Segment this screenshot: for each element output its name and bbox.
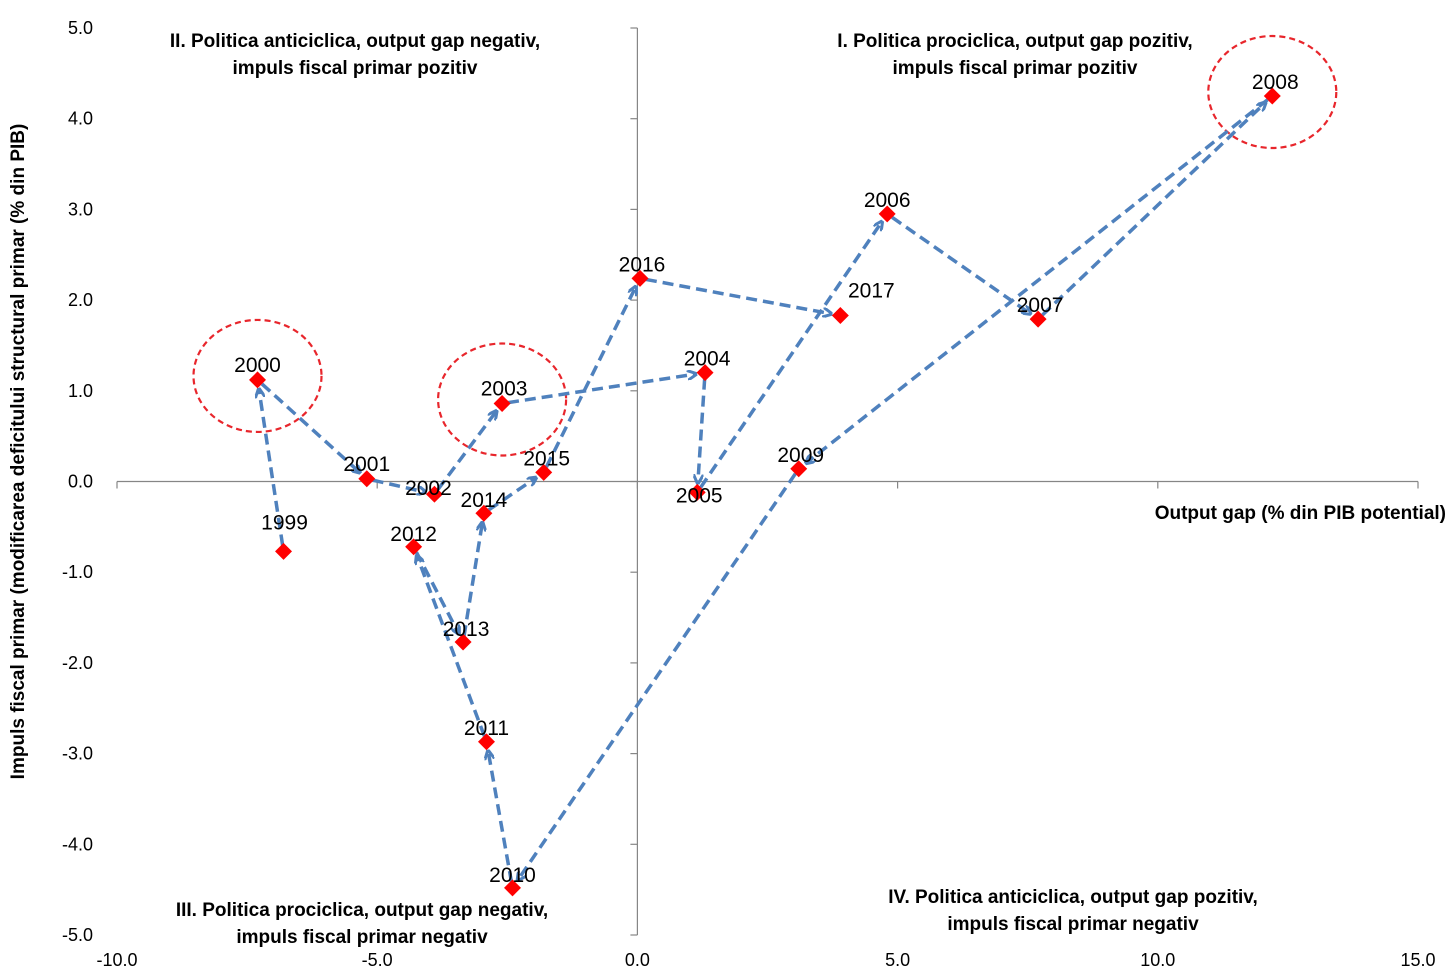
marker-2011 bbox=[477, 733, 495, 751]
point-label-2000: 2000 bbox=[234, 354, 281, 377]
highlight-circle-2003 bbox=[436, 342, 568, 457]
arrow-2006-2007 bbox=[891, 215, 1030, 313]
point-label-2003: 2003 bbox=[481, 377, 528, 400]
marker-1999 bbox=[275, 542, 293, 560]
point-label-2010: 2010 bbox=[489, 864, 536, 887]
y-tick-label: 0.0 bbox=[68, 472, 93, 492]
quadrant-iii-label: III. Politica prociclica, output gap neg… bbox=[176, 900, 548, 921]
marker-2001 bbox=[358, 470, 376, 488]
point-label-2004: 2004 bbox=[684, 348, 731, 371]
point-label-1999: 1999 bbox=[261, 511, 308, 534]
point-labels: 1999 2000 2001 2002 2003 2004 2005 2006 2007 2008… bbox=[234, 71, 1298, 887]
point-label-2009: 2009 bbox=[777, 444, 824, 467]
point-label-2017: 2017 bbox=[848, 280, 895, 303]
y-tick-label: -5.0 bbox=[62, 925, 93, 945]
point-label-2014: 2014 bbox=[461, 489, 508, 512]
y-axis-title: Impuls fiscal primar (modificarea defici… bbox=[8, 124, 29, 780]
marker-2004 bbox=[696, 364, 714, 382]
quadrant-iv-label: impuls fiscal primar negativ bbox=[947, 914, 1199, 935]
arrow-2008-2009 bbox=[807, 98, 1269, 463]
y-tick-label: 2.0 bbox=[68, 290, 93, 310]
x-tick-label: 5.0 bbox=[885, 950, 910, 970]
quadrant-labels: I. Politica prociclica, output gap pozit… bbox=[170, 31, 1258, 948]
arrow-2003-2004 bbox=[507, 374, 695, 405]
x-tick-label: 10.0 bbox=[1140, 950, 1175, 970]
y-tick-label: 5.0 bbox=[68, 18, 93, 38]
point-label-2001: 2001 bbox=[343, 453, 390, 476]
point-label-2011: 2011 bbox=[464, 717, 509, 740]
x-tick-label: -5.0 bbox=[362, 950, 393, 970]
y-tick-label: -3.0 bbox=[62, 744, 93, 764]
arrow-2005-2006 bbox=[699, 222, 882, 489]
x-tick-label: 0.0 bbox=[625, 950, 650, 970]
arrow-1999-2000 bbox=[259, 390, 285, 546]
quadrant-i-label: impuls fiscal primar pozitiv bbox=[893, 58, 1138, 79]
data-markers bbox=[249, 87, 1281, 897]
quadrant-ii-label: II. Politica anticiclica, output gap neg… bbox=[170, 31, 540, 52]
trajectory-arrows bbox=[259, 98, 1269, 883]
marker-2017 bbox=[831, 307, 849, 325]
y-tick-label: 4.0 bbox=[68, 109, 93, 129]
marker-2015 bbox=[535, 463, 553, 481]
y-tick-label: -4.0 bbox=[62, 834, 93, 854]
arrow-2013-2014 bbox=[462, 523, 482, 637]
marker-2003 bbox=[493, 395, 511, 412]
point-label-2015: 2015 bbox=[523, 447, 570, 470]
arrow-2007-2008 bbox=[1041, 103, 1265, 317]
arrow-2001-2002 bbox=[372, 478, 425, 492]
point-label-2005: 2005 bbox=[676, 484, 723, 507]
marker-2013 bbox=[454, 633, 472, 651]
point-label-2008: 2008 bbox=[1252, 71, 1299, 94]
y-tick-label: 1.0 bbox=[68, 381, 93, 401]
arrow-2010-2011 bbox=[488, 752, 514, 883]
quadrant-iv-label: IV. Politica anticiclica, output gap poz… bbox=[888, 887, 1258, 908]
x-axis-title: Output gap (% din PIB potential) bbox=[1155, 503, 1446, 524]
point-label-2013: 2013 bbox=[443, 618, 490, 641]
point-label-2007: 2007 bbox=[1017, 294, 1064, 317]
y-tick-label: -2.0 bbox=[62, 653, 93, 673]
highlight-circle-2000 bbox=[192, 318, 323, 434]
marker-2009 bbox=[790, 460, 808, 478]
y-tick-label: 3.0 bbox=[68, 199, 93, 219]
marker-2012 bbox=[405, 538, 423, 556]
point-label-2006: 2006 bbox=[864, 189, 911, 212]
quadrant-i-label: I. Politica prociclica, output gap pozit… bbox=[837, 31, 1192, 52]
arrow-2016-2017 bbox=[645, 277, 831, 313]
arrow-2000-2001 bbox=[260, 382, 359, 472]
marker-2014 bbox=[475, 504, 493, 522]
quadrant-iii-label: impuls fiscal primar negativ bbox=[236, 927, 488, 948]
y-tick-label: -1.0 bbox=[62, 562, 93, 582]
marker-2016 bbox=[631, 269, 649, 287]
marker-2005 bbox=[688, 483, 706, 501]
arrow-2012-2013 bbox=[414, 551, 458, 633]
arrow-2011-2012 bbox=[417, 556, 487, 737]
point-label-2012: 2012 bbox=[390, 523, 437, 546]
x-tick-label: 15.0 bbox=[1400, 950, 1435, 970]
axes: -10.0 -5.0 0.0 5.0 10.0 15.05.04.03.02.01.00.… bbox=[62, 18, 1436, 970]
marker-2002 bbox=[425, 485, 443, 503]
arrow-2009-2010 bbox=[518, 472, 797, 880]
highlight-circles bbox=[192, 34, 1338, 457]
marker-2006 bbox=[878, 205, 896, 223]
arrow-2014-2015 bbox=[487, 478, 536, 512]
point-label-2002: 2002 bbox=[405, 477, 452, 500]
x-tick-label: -10.0 bbox=[96, 950, 137, 970]
highlight-circle-2008 bbox=[1207, 34, 1338, 150]
marker-2000 bbox=[249, 371, 266, 389]
point-label-2016: 2016 bbox=[619, 253, 666, 276]
quadrant-ii-label: impuls fiscal primar pozitiv bbox=[233, 58, 478, 79]
arrow-2004-2005 bbox=[698, 378, 707, 483]
